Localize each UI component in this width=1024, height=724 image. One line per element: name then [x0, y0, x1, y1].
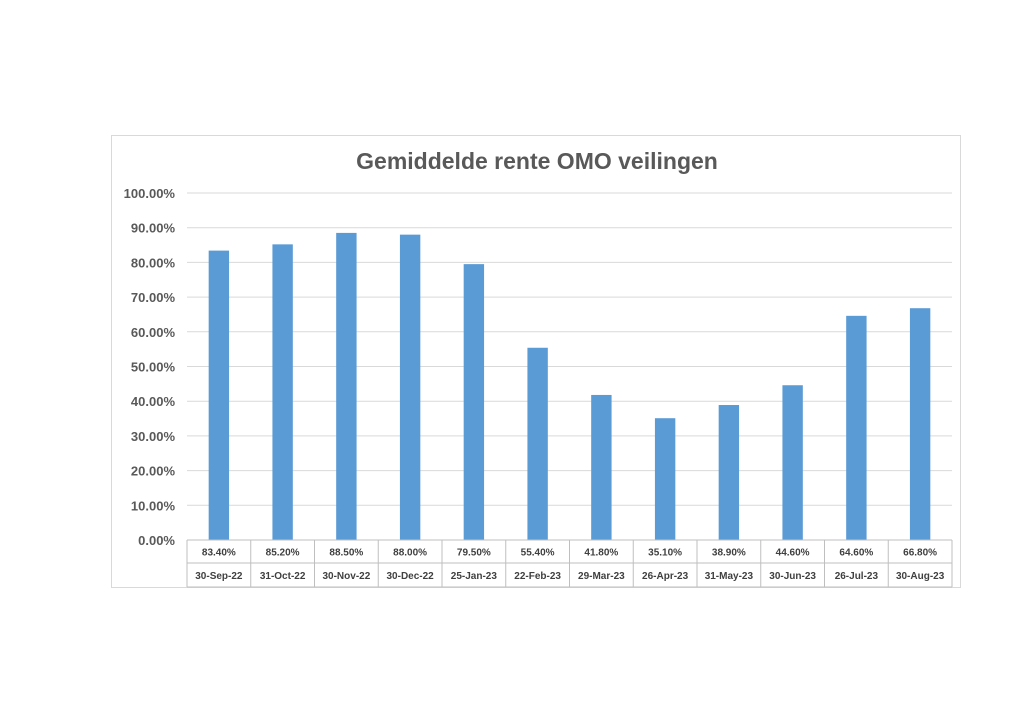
bar-31-Oct-22 [272, 244, 293, 540]
bar-26-Jul-23 [846, 315, 867, 540]
x-tick-label: 26-Jul-23 [835, 571, 879, 582]
y-tick-label: 80.00% [131, 255, 176, 270]
data-table: 83.40% 30-Sep-22 85.20% 31-Oct-22 88.50% 30-N… [186, 539, 953, 588]
y-tick-label: 60.00% [131, 325, 176, 340]
x-tick-label: 31-May-23 [705, 571, 754, 582]
y-tick-label: 10.00% [131, 498, 176, 513]
x-tick-label: 26-Apr-23 [642, 571, 689, 582]
bar-25-Jan-23 [463, 264, 485, 540]
x-tick-label: 30-Aug-23 [896, 571, 945, 582]
bar-30-Sep-22 [208, 250, 230, 540]
x-tick-label: 30-Dec-22 [386, 571, 434, 582]
data-label: 55.40% [521, 548, 555, 559]
data-label: 79.50% [457, 548, 491, 559]
bar-30-Jun-23 [782, 385, 803, 540]
y-tick-label: 0.00% [138, 533, 175, 548]
data-label: 88.00% [393, 548, 427, 559]
data-label: 44.60% [776, 548, 810, 559]
bar-31-May-23 [718, 405, 740, 540]
x-tick-label: 30-Nov-22 [322, 571, 370, 582]
x-tick-label: 22-Feb-23 [514, 571, 561, 582]
x-tick-label: 30-Sep-22 [195, 571, 243, 582]
y-tick-label: 100.00% [124, 186, 176, 201]
x-tick-label: 25-Jan-23 [451, 571, 498, 582]
bar-30-Dec-22 [399, 234, 421, 540]
y-tick-label: 30.00% [131, 429, 176, 444]
data-label: 88.50% [329, 548, 363, 559]
y-tick-label: 70.00% [131, 290, 176, 305]
bar-30-Nov-22 [336, 232, 357, 540]
data-label: 66.80% [903, 548, 937, 559]
bar-29-Mar-23 [591, 394, 612, 540]
data-label: 64.60% [839, 548, 873, 559]
data-label: 38.90% [712, 548, 746, 559]
x-tick-label: 31-Oct-22 [260, 571, 306, 582]
x-tick-label: 29-Mar-23 [578, 571, 625, 582]
y-tick-label: 90.00% [131, 221, 176, 236]
chart-title: Gemiddelde rente OMO veilingen [356, 148, 718, 174]
data-label: 41.80% [584, 548, 618, 559]
gridlines [187, 192, 952, 506]
bar-22-Feb-23 [527, 347, 548, 540]
data-label: 35.10% [648, 548, 682, 559]
bar-chart: Gemiddelde rente OMO veilingen 0.00% 10.0… [124, 148, 953, 588]
y-tick-label: 40.00% [131, 394, 176, 409]
y-axis-ticks: 0.00% 10.00% 20.00% 30.00% 40.00% 50.00% 60.00… [124, 186, 176, 548]
data-label: 85.20% [266, 548, 300, 559]
y-tick-label: 20.00% [131, 464, 176, 479]
chart-area: Gemiddelde rente OMO veilingen 0.00% 10.0… [111, 135, 961, 588]
bar-26-Apr-23 [654, 418, 676, 540]
bar-30-Aug-23 [909, 308, 931, 540]
bars [208, 232, 931, 540]
y-tick-label: 50.00% [131, 360, 176, 375]
x-tick-label: 30-Jun-23 [769, 571, 816, 582]
data-label: 83.40% [202, 548, 236, 559]
